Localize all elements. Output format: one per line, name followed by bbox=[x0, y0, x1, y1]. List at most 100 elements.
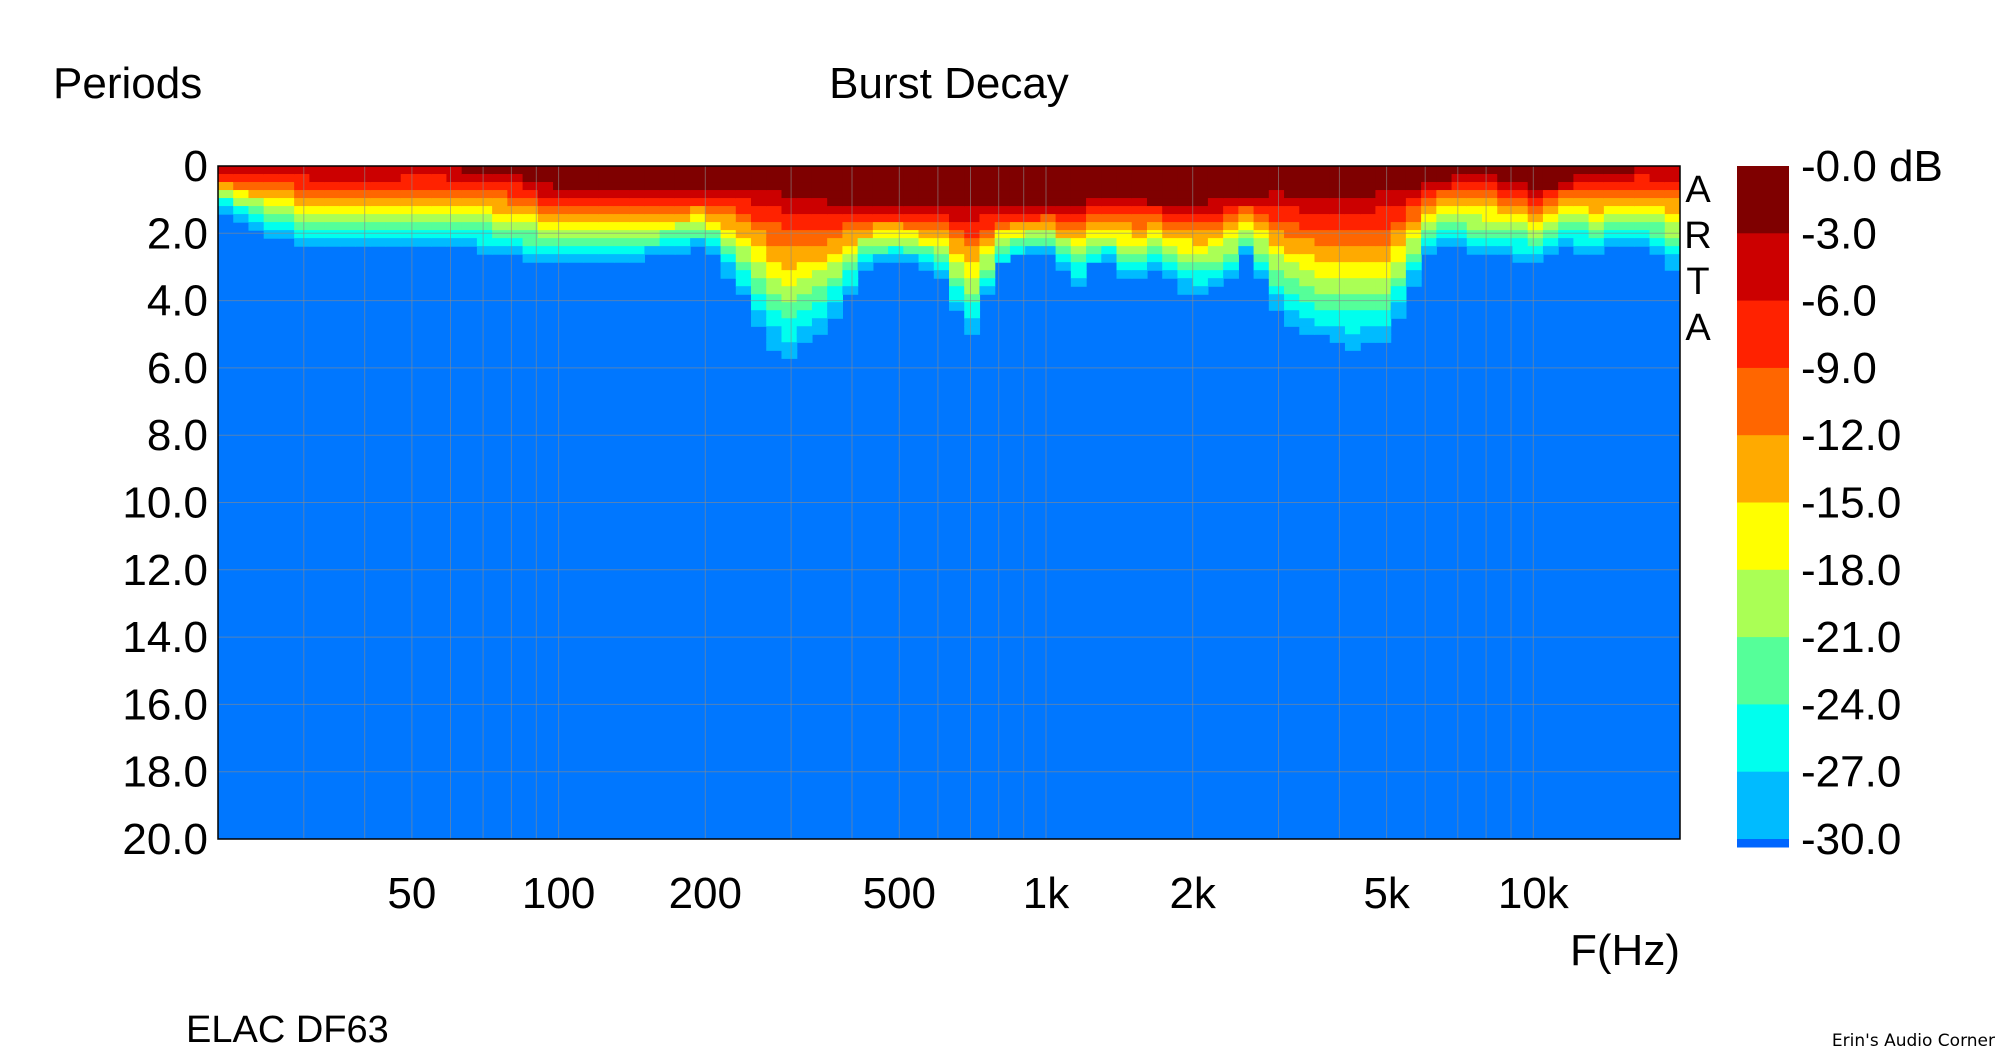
heatmap-cell bbox=[751, 190, 767, 199]
heatmap-cell bbox=[979, 190, 996, 199]
heatmap-cell bbox=[1162, 166, 1179, 175]
heatmap-cell bbox=[568, 166, 585, 175]
heatmap-cell bbox=[1482, 222, 1498, 231]
heatmap-cell bbox=[1375, 262, 1392, 271]
heatmap-cell bbox=[1466, 174, 1483, 183]
colorbar-swatch bbox=[1737, 300, 1789, 369]
heatmap-cell bbox=[522, 206, 539, 215]
heatmap-cell bbox=[766, 230, 783, 239]
heatmap-cell bbox=[1634, 166, 1651, 175]
heatmap-cell bbox=[857, 214, 874, 223]
heatmap-cell bbox=[431, 198, 448, 207]
heatmap-cell bbox=[1512, 174, 1529, 183]
heatmap-cell bbox=[766, 182, 783, 191]
heatmap-cell bbox=[766, 278, 783, 287]
heatmap-cell bbox=[294, 214, 310, 223]
heatmap-cell bbox=[781, 206, 798, 215]
heatmap-cell bbox=[1619, 198, 1635, 207]
heatmap-cell bbox=[431, 214, 448, 223]
heatmap-cell bbox=[1207, 254, 1224, 263]
y-tick-label: 2.0 bbox=[147, 209, 208, 258]
heatmap-cell bbox=[903, 190, 920, 199]
heatmap-cell bbox=[263, 198, 280, 207]
heatmap-cell bbox=[1025, 198, 1041, 207]
heatmap-cell bbox=[629, 230, 646, 239]
heatmap-cell bbox=[1466, 222, 1483, 231]
heatmap-cell bbox=[1314, 214, 1331, 223]
heatmap-cell bbox=[1664, 166, 1680, 175]
heatmap-cell bbox=[1344, 214, 1361, 223]
heatmap-cell bbox=[781, 182, 798, 191]
heatmap-cell bbox=[1162, 190, 1179, 199]
heatmap-cell bbox=[766, 342, 783, 351]
heatmap-cell bbox=[339, 206, 356, 215]
heatmap-cell bbox=[1314, 270, 1331, 279]
heatmap-cell bbox=[888, 254, 904, 263]
heatmap-cell bbox=[903, 206, 920, 215]
heatmap-cell bbox=[811, 302, 828, 311]
heatmap-cell bbox=[613, 198, 630, 207]
heatmap-cell bbox=[385, 166, 402, 175]
heatmap-cell bbox=[461, 214, 478, 223]
heatmap-cell bbox=[598, 254, 615, 263]
heatmap-cell bbox=[1284, 302, 1300, 311]
heatmap-cell bbox=[751, 286, 767, 295]
heatmap-cell bbox=[248, 166, 265, 175]
heatmap-cell bbox=[1573, 222, 1590, 231]
heatmap-cell bbox=[278, 222, 295, 231]
heatmap-cell bbox=[1466, 238, 1483, 247]
heatmap-cell bbox=[492, 238, 508, 247]
heatmap-cell bbox=[1055, 166, 1072, 175]
heatmap-cell bbox=[1573, 230, 1590, 239]
heatmap-cell bbox=[766, 302, 783, 311]
heatmap-cell bbox=[1299, 302, 1316, 311]
heatmap-cell bbox=[842, 246, 859, 255]
heatmap-cell bbox=[1299, 254, 1316, 263]
y-tick-label: 6.0 bbox=[147, 344, 208, 393]
heatmap-cell bbox=[1009, 246, 1026, 255]
heatmap-cell bbox=[1588, 182, 1605, 191]
heatmap-cell bbox=[1253, 182, 1270, 191]
heatmap-cell bbox=[1238, 166, 1255, 175]
heatmap-cell bbox=[1207, 166, 1224, 175]
heatmap-cell bbox=[1466, 182, 1483, 191]
heatmap-cell bbox=[507, 190, 524, 199]
heatmap-cell bbox=[1375, 334, 1392, 343]
heatmap-cell bbox=[613, 166, 630, 175]
heatmap-cell bbox=[796, 310, 813, 319]
heatmap-cell bbox=[1299, 326, 1316, 335]
colorbar-swatch bbox=[1737, 233, 1789, 302]
heatmap-cell bbox=[888, 206, 904, 215]
heatmap-cell bbox=[842, 214, 859, 223]
heatmap-cell bbox=[1664, 214, 1680, 223]
heatmap-cell bbox=[903, 198, 920, 207]
heatmap-cell bbox=[1314, 206, 1331, 215]
heatmap-cell bbox=[1223, 238, 1239, 247]
heatmap-cell bbox=[385, 222, 402, 231]
heatmap-cell bbox=[446, 214, 463, 223]
heatmap-cell bbox=[827, 246, 843, 255]
heatmap-cell bbox=[1238, 206, 1255, 215]
heatmap-cell bbox=[613, 174, 630, 183]
grid-lines bbox=[218, 166, 1680, 839]
heatmap-cell bbox=[1192, 270, 1209, 279]
heatmap-cell bbox=[248, 190, 265, 199]
heatmap-cell bbox=[1497, 190, 1514, 199]
heatmap-cell bbox=[385, 214, 402, 223]
heatmap-cell bbox=[1116, 182, 1133, 191]
heatmap-cell bbox=[1634, 222, 1651, 231]
heatmap-cell bbox=[857, 190, 874, 199]
heatmap-cell bbox=[1192, 262, 1209, 271]
heatmap-cell bbox=[278, 198, 295, 207]
heatmap-cell bbox=[1055, 246, 1072, 255]
heatmap-cell bbox=[324, 166, 341, 175]
heatmap-cell bbox=[1466, 214, 1483, 223]
heatmap-cell bbox=[1207, 278, 1224, 287]
heatmap-cell bbox=[1619, 230, 1635, 239]
heatmap-cell bbox=[613, 230, 630, 239]
heatmap-cell bbox=[294, 206, 310, 215]
heatmap-cell bbox=[476, 246, 493, 255]
heatmap-cell bbox=[583, 174, 600, 183]
heatmap-cell bbox=[979, 278, 996, 287]
